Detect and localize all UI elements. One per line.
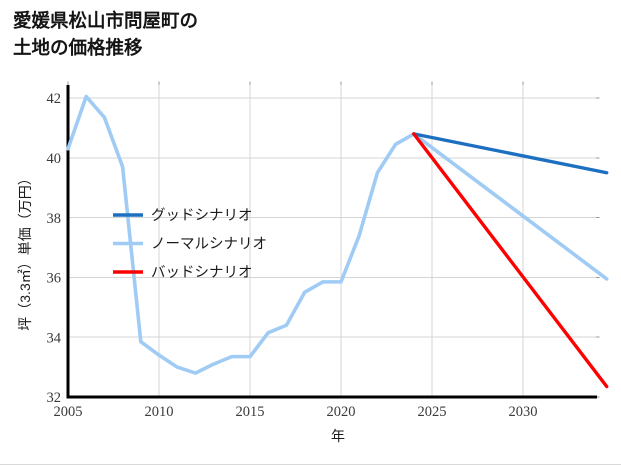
y-tick-label: 32 (47, 390, 62, 406)
y-tick-label: 40 (47, 151, 62, 167)
series-line-good (412, 132, 609, 175)
legend-label: グッドシナリオ (151, 207, 253, 224)
x-tick-label: 2010 (145, 404, 174, 420)
page-title: 愛媛県松山市問屋町の 土地の価格推移 (13, 10, 199, 58)
series-line-bad (412, 132, 609, 389)
legend-label: ノーマルシナリオ (151, 237, 267, 253)
x-tick-label: 2020 (327, 404, 356, 420)
x-tick-label: 2015 (236, 404, 265, 420)
y-tick-label: 42 (47, 91, 62, 107)
y-tick-label: 34 (47, 330, 62, 346)
x-tick-label: 2005 (54, 404, 83, 420)
series-line-normal (66, 94, 609, 375)
x-tick-label: 2030 (509, 404, 538, 420)
y-tick-label: 36 (47, 271, 62, 287)
y-axis-title: 坪（3.3㎡）単価（万円） (17, 171, 33, 330)
x-axis-title: 年 (331, 428, 345, 444)
y-tick-label: 38 (47, 211, 62, 227)
x-tick-label: 2025 (418, 404, 447, 420)
legend-label: バッドシナリオ (151, 265, 253, 281)
